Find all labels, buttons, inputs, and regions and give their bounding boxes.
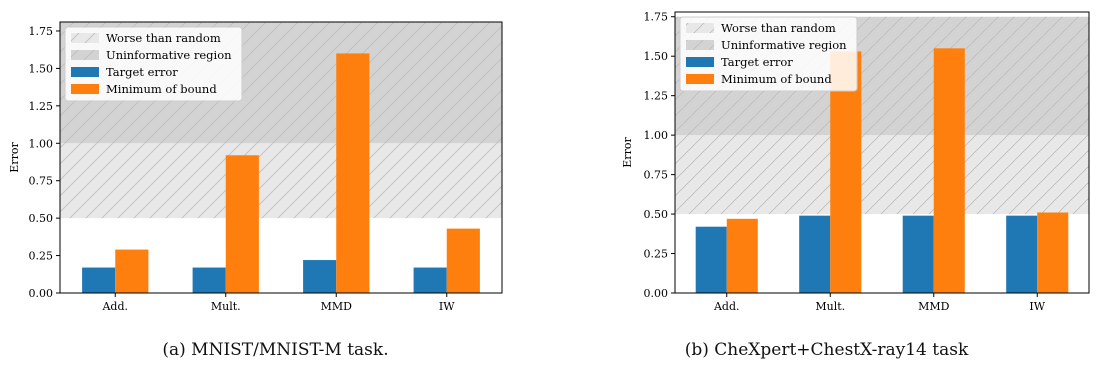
legend-label-minimum-of-bound: Minimum of bound [106,82,217,96]
region-hatch [60,143,502,219]
x-tick-label: Add. [101,300,128,313]
caption-b: (b) CheXpert+ChestX-ray14 task [684,340,969,360]
y-tick-label: 1.25 [644,90,669,103]
legend-swatch-minimum-of-bound [71,84,99,94]
bar-minimum-of-bound-3 [446,228,480,293]
x-tick-label: IW [439,300,455,313]
caption-a: (a) MNIST/MNIST-M task. [162,340,389,360]
bar-minimum-of-bound-3 [1037,212,1069,293]
y-tick-label: 1.75 [29,25,54,38]
bar-target-error-1 [799,215,831,293]
y-tick-label: 1.50 [29,62,54,75]
y-tick-label: 0.25 [644,248,669,261]
y-axis-label: Error [621,137,634,168]
bar-target-error-0 [695,226,727,293]
chart-panel-b: Add. Mult. MMD IW 0.00 0.25 0.50 0.75 1.00 1.25 1.… [551,0,1102,381]
x-tick-label: Mult. [211,300,241,313]
y-tick-label: 1.00 [29,137,54,150]
legend-swatch-target-error [71,67,99,77]
y-tick-label: 1.75 [644,11,669,24]
legend-label-target-error: Target error [106,65,178,79]
bar-minimum-of-bound-0 [115,249,149,293]
legend-swatch-minimum-of-bound [686,74,714,84]
bar-minimum-of-bound-2 [933,48,965,293]
bar-minimum-of-bound-1 [830,51,862,293]
legend-label-minimum-of-bound: Minimum of bound [721,72,832,86]
region-hatch [675,135,1089,215]
x-tick-label: IW [1029,300,1045,313]
bar-target-error-1 [192,267,226,293]
y-tick-label: 1.25 [29,100,54,113]
y-axis-label: Error [8,142,21,173]
plot-frame [59,21,503,294]
x-tick-label: Mult. [815,300,845,313]
chart-b: Add. Mult. MMD IW 0.00 0.25 0.50 0.75 1.00 1.25 1.… [621,11,1090,313]
legend [679,16,858,92]
y-tick-label: 0.75 [644,169,669,182]
legend [64,26,243,102]
bar-minimum-of-bound-0 [726,218,758,293]
x-tick-label: Add. [713,300,740,313]
bar-target-error-2 [303,260,337,293]
legend-label-worse-than-random: Worse than random [106,31,221,45]
legend-swatch-target-error [686,57,714,67]
bar-target-error-2 [902,215,934,293]
legend-label-worse-than-random: Worse than random [721,21,836,35]
y-tick-label: 0.00 [29,287,54,300]
y-tick-label: 0.00 [644,287,669,300]
y-tick-label: 0.50 [644,208,669,221]
y-tick-label: 0.50 [29,212,54,225]
chart-panel-a: Add. Mult. MMD IW 0.00 0.25 0.50 0.75 1.00 1.25 1.… [8,21,503,360]
chart-a: Add. Mult. MMD IW 0.00 0.25 0.50 0.75 1.00 1.25 1.… [8,21,503,313]
x-tick-label: MMD [321,300,353,313]
y-tick-label: 0.25 [29,250,54,263]
bar-minimum-of-bound-1 [225,155,259,293]
legend-label-target-error: Target error [721,55,793,69]
y-tick-label: 1.50 [644,50,669,63]
y-tick-label: 0.75 [29,175,54,188]
bar-target-error-3 [413,267,447,293]
legend-label-uninformative-region: Uninformative region [106,48,232,62]
y-tick-label: 1.00 [644,129,669,142]
x-tick-label: MMD [918,300,950,313]
legend-label-uninformative-region: Uninformative region [721,38,847,52]
bar-minimum-of-bound-2 [336,53,370,294]
bar-target-error-3 [1006,215,1038,293]
bar-target-error-0 [82,267,116,293]
plot-frame [674,11,1090,294]
